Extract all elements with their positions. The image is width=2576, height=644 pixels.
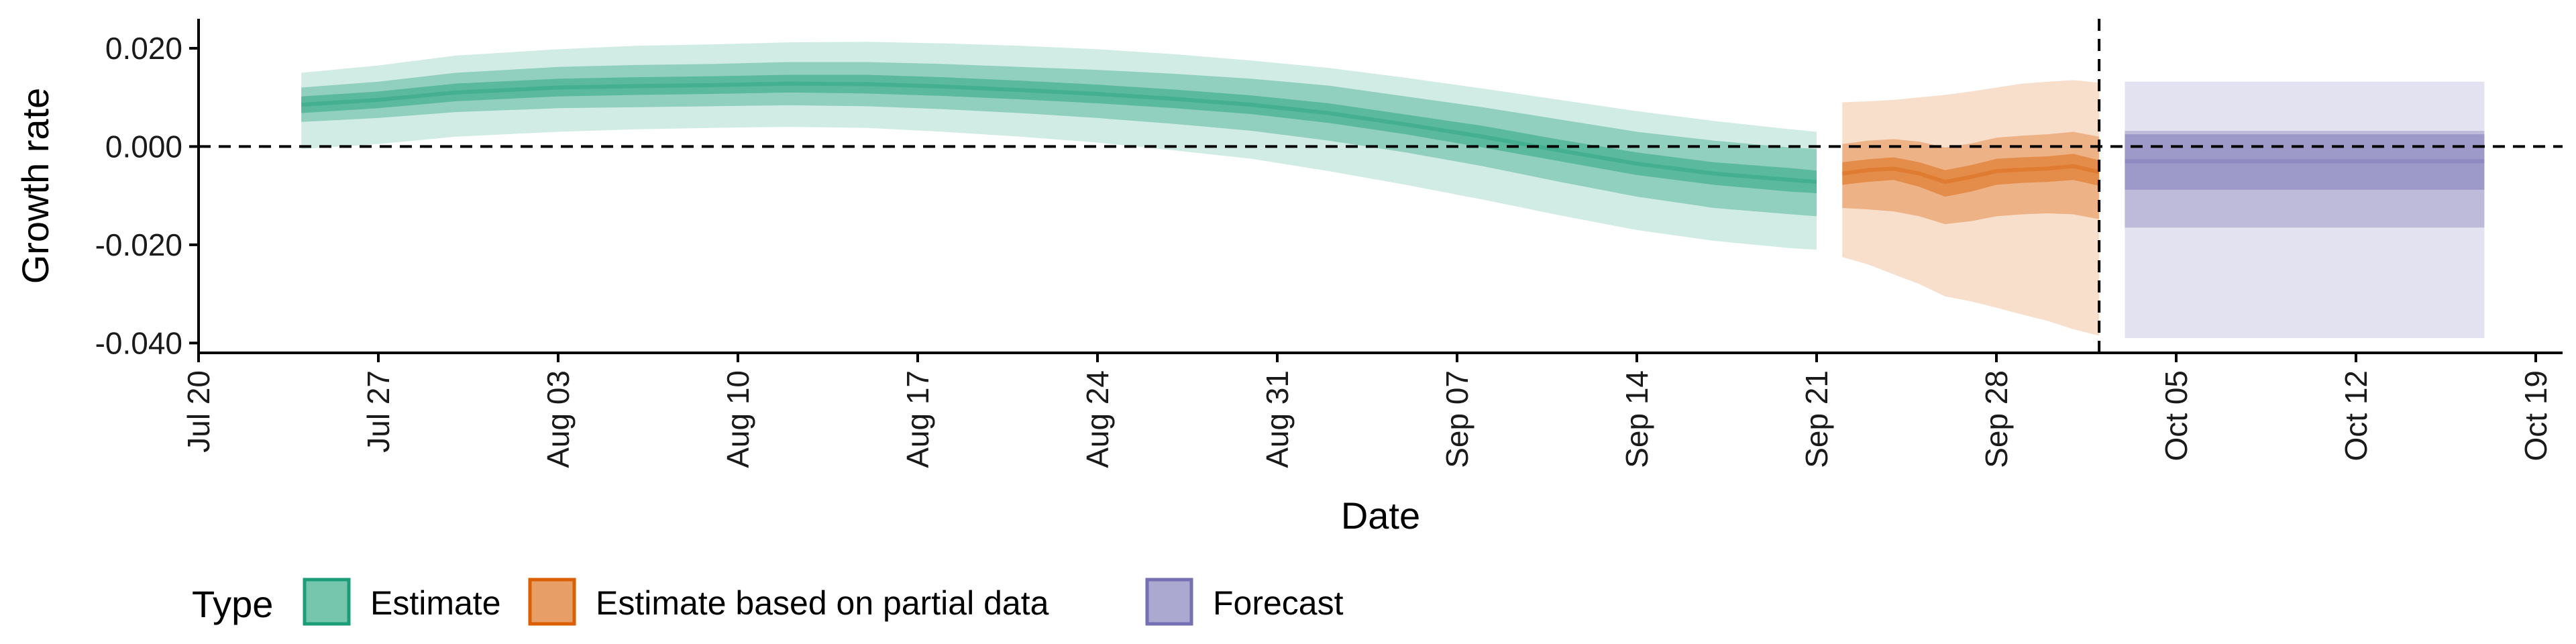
- forecast-band-50: [2125, 130, 2485, 228]
- x-axis-title: Date: [1341, 494, 1420, 537]
- legend-title: Type: [192, 583, 273, 625]
- y-axis-ticks: 0.020 0.000 -0.020 -0.040: [95, 31, 199, 360]
- estimate-median-line: [301, 81, 1817, 184]
- estimate-band-20: [301, 74, 1817, 193]
- y-axis-title: Growth rate: [14, 88, 56, 284]
- x-tick-label: Sep 28: [1979, 370, 2014, 468]
- estimate-band-50: [301, 62, 1817, 217]
- legend: Type Estimate Estimate based on partial d…: [192, 578, 1344, 626]
- estimate-based-on-partial-data-band-50: [1842, 131, 2100, 225]
- estimate-based-on-partial-data-median-line: [1841, 164, 2100, 184]
- x-tick-label: Sep 21: [1799, 370, 1834, 468]
- y-tick-label: 0.000: [105, 129, 182, 164]
- x-tick-label: Aug 31: [1260, 370, 1295, 468]
- x-tick-label: Aug 24: [1080, 370, 1115, 468]
- legend-key-estimate: [303, 578, 351, 626]
- x-tick-label: Sep 07: [1440, 370, 1474, 468]
- reference-lines: [199, 19, 2563, 353]
- x-tick-label: Aug 03: [541, 370, 576, 468]
- estimate-band-90: [301, 42, 1817, 250]
- legend-label-forecast: Forecast: [1213, 584, 1344, 622]
- y-tick-label: -0.040: [95, 325, 182, 360]
- y-tick-label: 0.020: [105, 31, 182, 66]
- x-tick-label: Oct 05: [2159, 370, 2194, 462]
- legend-key-estimate-based-on-partial-data: [528, 578, 576, 626]
- estimate-based-on-partial-data-band-20: [1842, 154, 2100, 197]
- legend-key-forecast: [1145, 578, 1193, 626]
- legend-label-estimate: Estimate: [370, 584, 501, 622]
- x-tick-label: Oct 12: [2339, 370, 2373, 462]
- forecast-band-20: [2125, 134, 2485, 190]
- estimate-based-on-partial-data-band-90: [1842, 80, 2100, 336]
- x-tick-label: Oct 19: [2518, 370, 2553, 462]
- uncertainty-bands: [301, 42, 2485, 339]
- x-tick-label: Jul 27: [361, 370, 396, 453]
- x-tick-label: Sep 14: [1619, 370, 1654, 468]
- legend-label-estimate-based-on-partial-data: Estimate based on partial data: [596, 584, 1049, 622]
- x-tick-label: Aug 17: [900, 370, 935, 468]
- x-axis-ticks: Jul 20 Jul 27 Aug 03 Aug 10 Aug 17 Aug 24 Aug …: [181, 353, 2553, 468]
- x-tick-label: Jul 20: [181, 370, 216, 453]
- median-lines: [301, 81, 2485, 184]
- axes: [197, 19, 2563, 354]
- x-tick-label: Aug 10: [720, 370, 755, 468]
- y-tick-label: -0.020: [95, 227, 182, 262]
